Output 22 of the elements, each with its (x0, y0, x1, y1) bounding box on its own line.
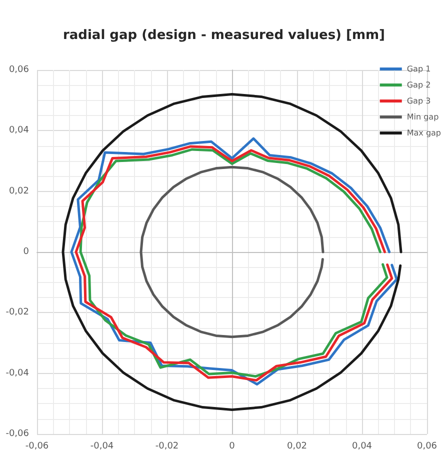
y-tick-label: -0,04 (6, 368, 30, 378)
x-tick-label: 0 (229, 442, 236, 451)
x-tick-label: 0,02 (286, 442, 308, 451)
y-tick-label: -0,02 (6, 308, 29, 318)
y-tick-label: 0,04 (8, 126, 30, 136)
x-tick-label: 0,04 (352, 442, 372, 451)
y-tick-label: 0,02 (8, 186, 29, 196)
legend-label: Gap 1 (406, 64, 431, 74)
line-series (62, 93, 402, 411)
legend-label: Gap 2 (406, 80, 431, 90)
x-tick-label: -0,04 (90, 442, 114, 451)
line-series (140, 166, 324, 338)
y-tick-label: 0,06 (8, 65, 30, 75)
y-tick-label: 0 (23, 247, 30, 257)
x-tick-label: -0,02 (155, 442, 179, 451)
legend-label: Min gap (406, 112, 439, 122)
x-tick-label: -0,06 (25, 442, 49, 451)
y-tick-label: -0,06 (6, 429, 30, 439)
chart-title: radial gap (design - measured values) [mm] (62, 28, 386, 43)
legend-label: Max gap (406, 128, 441, 138)
x-tick-label: 0,06 (416, 442, 438, 451)
legend-label: Gap 3 (406, 96, 431, 106)
